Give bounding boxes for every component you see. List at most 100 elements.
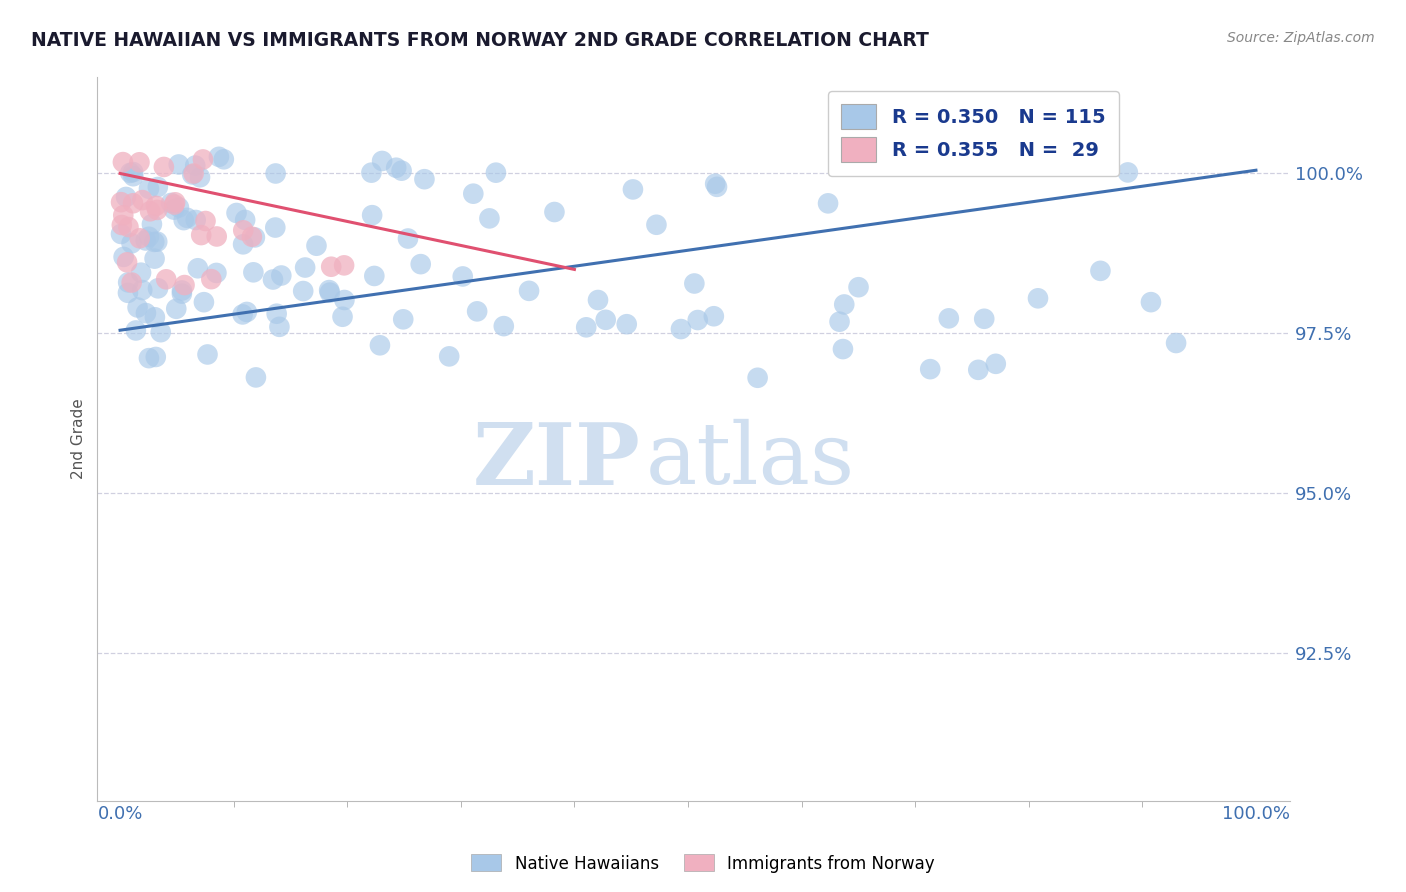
Point	[190, 228, 212, 243]
Point	[478, 211, 501, 226]
Point	[616, 317, 638, 331]
Point	[128, 155, 150, 169]
Point	[197, 347, 219, 361]
Point	[264, 166, 287, 180]
Point	[706, 179, 728, 194]
Point	[240, 229, 263, 244]
Point	[269, 319, 291, 334]
Point	[543, 205, 565, 219]
Point	[125, 323, 148, 337]
Point	[437, 350, 460, 364]
Point	[181, 168, 204, 182]
Point	[122, 196, 145, 211]
Point	[200, 272, 222, 286]
Legend: R = 0.350   N = 115, R = 0.355   N =  29: R = 0.350 N = 115, R = 0.355 N = 29	[828, 91, 1119, 176]
Point	[146, 202, 169, 217]
Point	[167, 157, 190, 171]
Point	[262, 272, 284, 286]
Point	[145, 199, 167, 213]
Point	[832, 342, 855, 356]
Point	[920, 362, 942, 376]
Point	[451, 269, 474, 284]
Point	[363, 268, 385, 283]
Point	[245, 370, 267, 384]
Point	[135, 234, 157, 248]
Point	[967, 363, 990, 377]
Point	[153, 160, 176, 174]
Point	[173, 213, 195, 227]
Point	[361, 208, 384, 222]
Point	[135, 306, 157, 320]
Point	[683, 277, 706, 291]
Point	[360, 166, 382, 180]
Point	[396, 231, 419, 245]
Point	[621, 182, 644, 196]
Point	[146, 235, 169, 249]
Point	[205, 229, 228, 244]
Point	[131, 283, 153, 297]
Point	[645, 218, 668, 232]
Point	[264, 220, 287, 235]
Point	[205, 266, 228, 280]
Point	[243, 230, 266, 244]
Point	[111, 155, 134, 169]
Point	[463, 186, 485, 201]
Point	[131, 193, 153, 207]
Point	[121, 236, 143, 251]
Point	[305, 238, 328, 252]
Point	[122, 169, 145, 184]
Text: NATIVE HAWAIIAN VS IMMIGRANTS FROM NORWAY 2ND GRADE CORRELATION CHART: NATIVE HAWAIIAN VS IMMIGRANTS FROM NORWA…	[31, 31, 929, 50]
Point	[294, 260, 316, 275]
Point	[232, 223, 254, 237]
Point	[115, 190, 138, 204]
Point	[127, 301, 149, 315]
Point	[193, 295, 215, 310]
Point	[163, 197, 186, 211]
Point	[817, 196, 839, 211]
Point	[233, 213, 256, 227]
Point	[146, 180, 169, 194]
Point	[129, 266, 152, 280]
Point	[1090, 264, 1112, 278]
Point	[120, 166, 142, 180]
Point	[465, 304, 488, 318]
Point	[138, 351, 160, 365]
Point	[165, 195, 187, 210]
Point	[165, 301, 187, 316]
Point	[176, 211, 198, 225]
Point	[145, 350, 167, 364]
Point	[485, 166, 508, 180]
Point	[392, 312, 415, 326]
Point	[184, 213, 207, 227]
Legend: Native Hawaiians, Immigrants from Norway: Native Hawaiians, Immigrants from Norway	[464, 847, 942, 880]
Point	[117, 220, 139, 235]
Point	[973, 311, 995, 326]
Point	[319, 285, 342, 300]
Point	[984, 357, 1007, 371]
Point	[318, 283, 340, 297]
Point	[117, 285, 139, 300]
Point	[747, 371, 769, 385]
Point	[391, 163, 413, 178]
Point	[191, 153, 214, 167]
Point	[704, 177, 727, 191]
Point	[832, 297, 855, 311]
Point	[173, 278, 195, 293]
Point	[208, 150, 231, 164]
Point	[111, 218, 134, 232]
Point	[143, 235, 166, 249]
Point	[686, 313, 709, 327]
Point	[187, 261, 209, 276]
Point	[155, 272, 177, 286]
Point	[848, 280, 870, 294]
Point	[184, 159, 207, 173]
Point	[110, 227, 132, 241]
Point	[188, 170, 211, 185]
Point	[160, 196, 183, 211]
Point	[517, 284, 540, 298]
Point	[163, 202, 186, 217]
Point	[167, 201, 190, 215]
Point	[1164, 336, 1187, 351]
Point	[117, 276, 139, 290]
Point	[143, 310, 166, 325]
